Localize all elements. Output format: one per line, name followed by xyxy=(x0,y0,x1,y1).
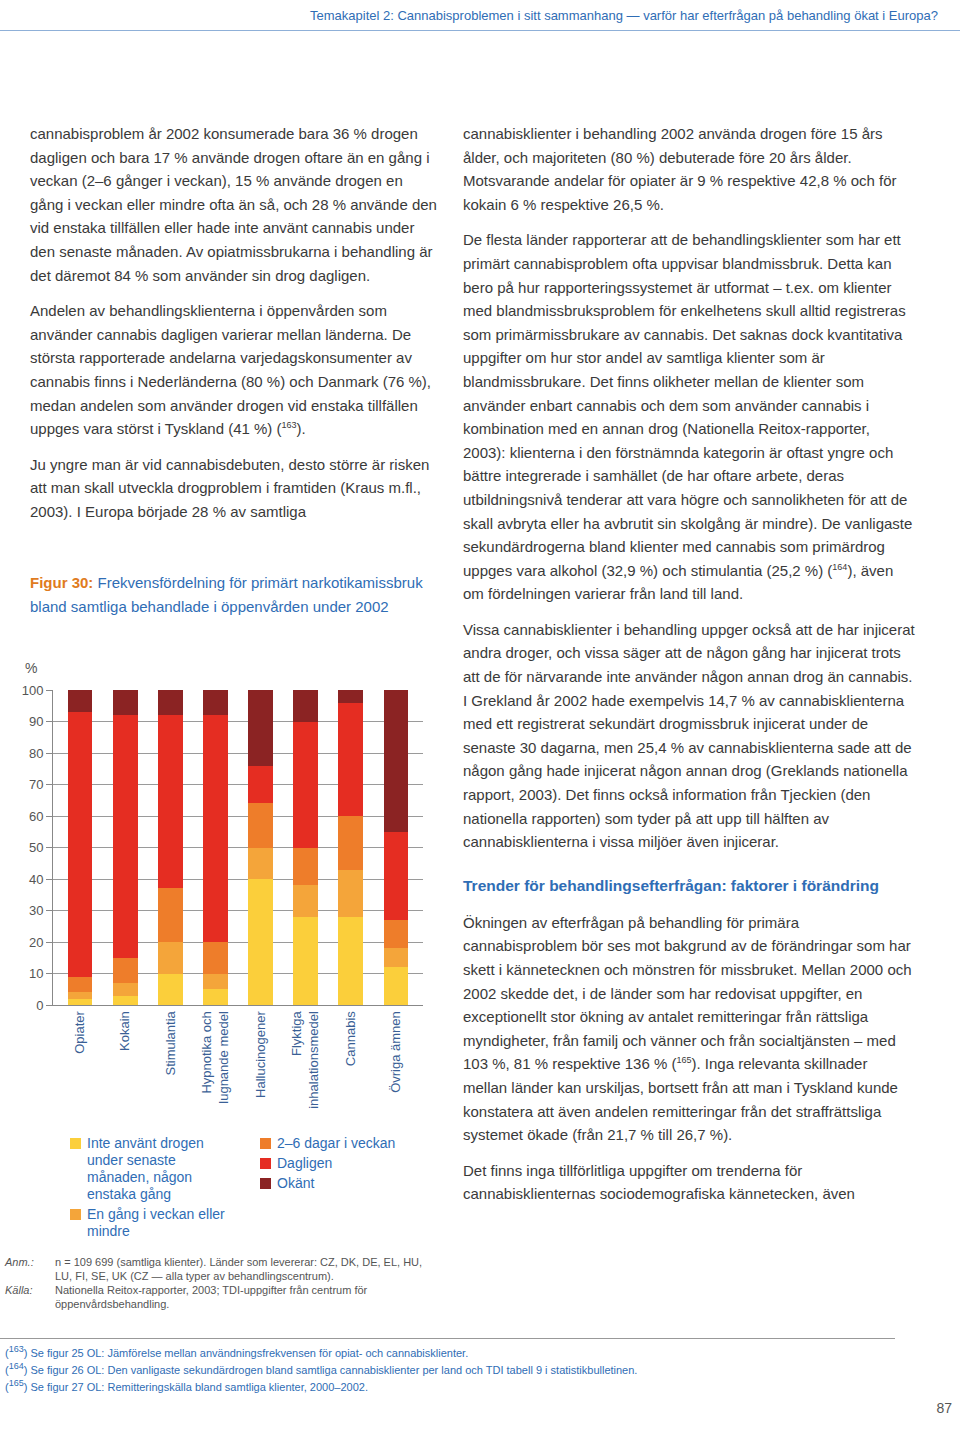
svg-text:80: 80 xyxy=(29,746,43,761)
html-text:cannabisklienter i behandling: cannabisklienter i behandling 2002 använ… xyxy=(463,125,897,213)
svg-text:%: % xyxy=(25,660,37,676)
html-text:Trender för behandlingsefterfr: Trender för behandlingsefterfrågan: fakt… xyxy=(463,876,879,894)
html-text:En gång i veckan eller mindre: En gång i veckan eller mindre xyxy=(87,1206,225,1239)
html-text:cannabisproblem år 2002 konsum: cannabisproblem år 2002 konsumerade bara… xyxy=(30,125,437,284)
html-text:Temakapitel 2: Cannabisproblem: Temakapitel 2: Cannabisproblemen i sitt … xyxy=(310,8,938,23)
html-text:n = 109 699 (samtliga klienter: n = 109 699 (samtliga klienter). Länder … xyxy=(55,1256,423,1282)
html-text:Nationella Reitox-rapporter, 2: Nationella Reitox-rapporter, 2003; TDI-u… xyxy=(55,1284,368,1310)
html-text:Inte använt drogen under senas: Inte använt drogen under senaste månaden… xyxy=(87,1135,204,1202)
html-text:87: 87 xyxy=(936,1400,952,1416)
html-text:(163) Se figur 25 OL: Jämförel: (163) Se figur 25 OL: Jämförelse mellan … xyxy=(5,1344,469,1359)
html-text:Okänt: Okänt xyxy=(277,1175,315,1191)
html-text:Andelen av behandlingsklienter: Andelen av behandlingsklienterna i öppen… xyxy=(30,302,431,438)
html-text:De flesta länder rapporterar a: De flesta länder rapporterar att de beha… xyxy=(463,231,913,603)
html-text:Ökningen av efterfrågan på beh: Ökningen av efterfrågan på behandling fö… xyxy=(463,913,912,1144)
html-text:Ju yngre man är vid cannabisde: Ju yngre man är vid cannabisdebuten, des… xyxy=(30,455,430,520)
svg-text:Flyktigainhalationsmedel: Flyktigainhalationsmedel xyxy=(289,1010,321,1108)
html-text:(164) Se figur 26 OL: Den vanl: (164) Se figur 26 OL: Den vanligaste sek… xyxy=(5,1361,638,1376)
svg-text:20: 20 xyxy=(29,935,43,950)
html-text:2–6 dagar i veckan: 2–6 dagar i veckan xyxy=(277,1135,396,1151)
svg-text:Övriga ämnen: Övriga ämnen xyxy=(388,1011,403,1093)
html-text:(165) Se figur 27 OL: Remitter: (165) Se figur 27 OL: Remitteringskälla … xyxy=(5,1378,368,1393)
html-text:Vissa cannabisklienter i behan: Vissa cannabisklienter i behandling uppg… xyxy=(463,620,915,851)
svg-text:100: 100 xyxy=(22,683,44,698)
svg-text:0: 0 xyxy=(36,998,43,1013)
svg-text:Opiater: Opiater xyxy=(72,1011,87,1054)
svg-text:60: 60 xyxy=(29,809,43,824)
html-text:Figur 30: Frekvensfördelning f: Figur 30: Frekvensfördelning för primärt… xyxy=(30,574,423,615)
svg-text:Kokain: Kokain xyxy=(117,1011,132,1051)
svg-text:40: 40 xyxy=(29,872,43,887)
html-text:Källa:: Källa: xyxy=(5,1284,33,1296)
svg-text:30: 30 xyxy=(29,903,43,918)
html-text:Det finns inga tillförlitliga: Det finns inga tillförlitliga uppgifter … xyxy=(463,1161,855,1203)
html-text:Dagligen: Dagligen xyxy=(277,1155,333,1171)
svg-text:90: 90 xyxy=(29,714,43,729)
svg-text:50: 50 xyxy=(29,840,43,855)
svg-text:70: 70 xyxy=(29,777,43,792)
svg-text:Cannabis: Cannabis xyxy=(343,1011,358,1066)
svg-text:Hypnotika ochlugnande medel: Hypnotika ochlugnande medel xyxy=(199,1011,231,1104)
svg-text:10: 10 xyxy=(29,966,43,981)
html-text:Anm.:: Anm.: xyxy=(5,1256,34,1268)
svg-text:Stimulantia: Stimulantia xyxy=(163,1010,178,1075)
svg-text:Hallucinogener: Hallucinogener xyxy=(253,1011,268,1098)
